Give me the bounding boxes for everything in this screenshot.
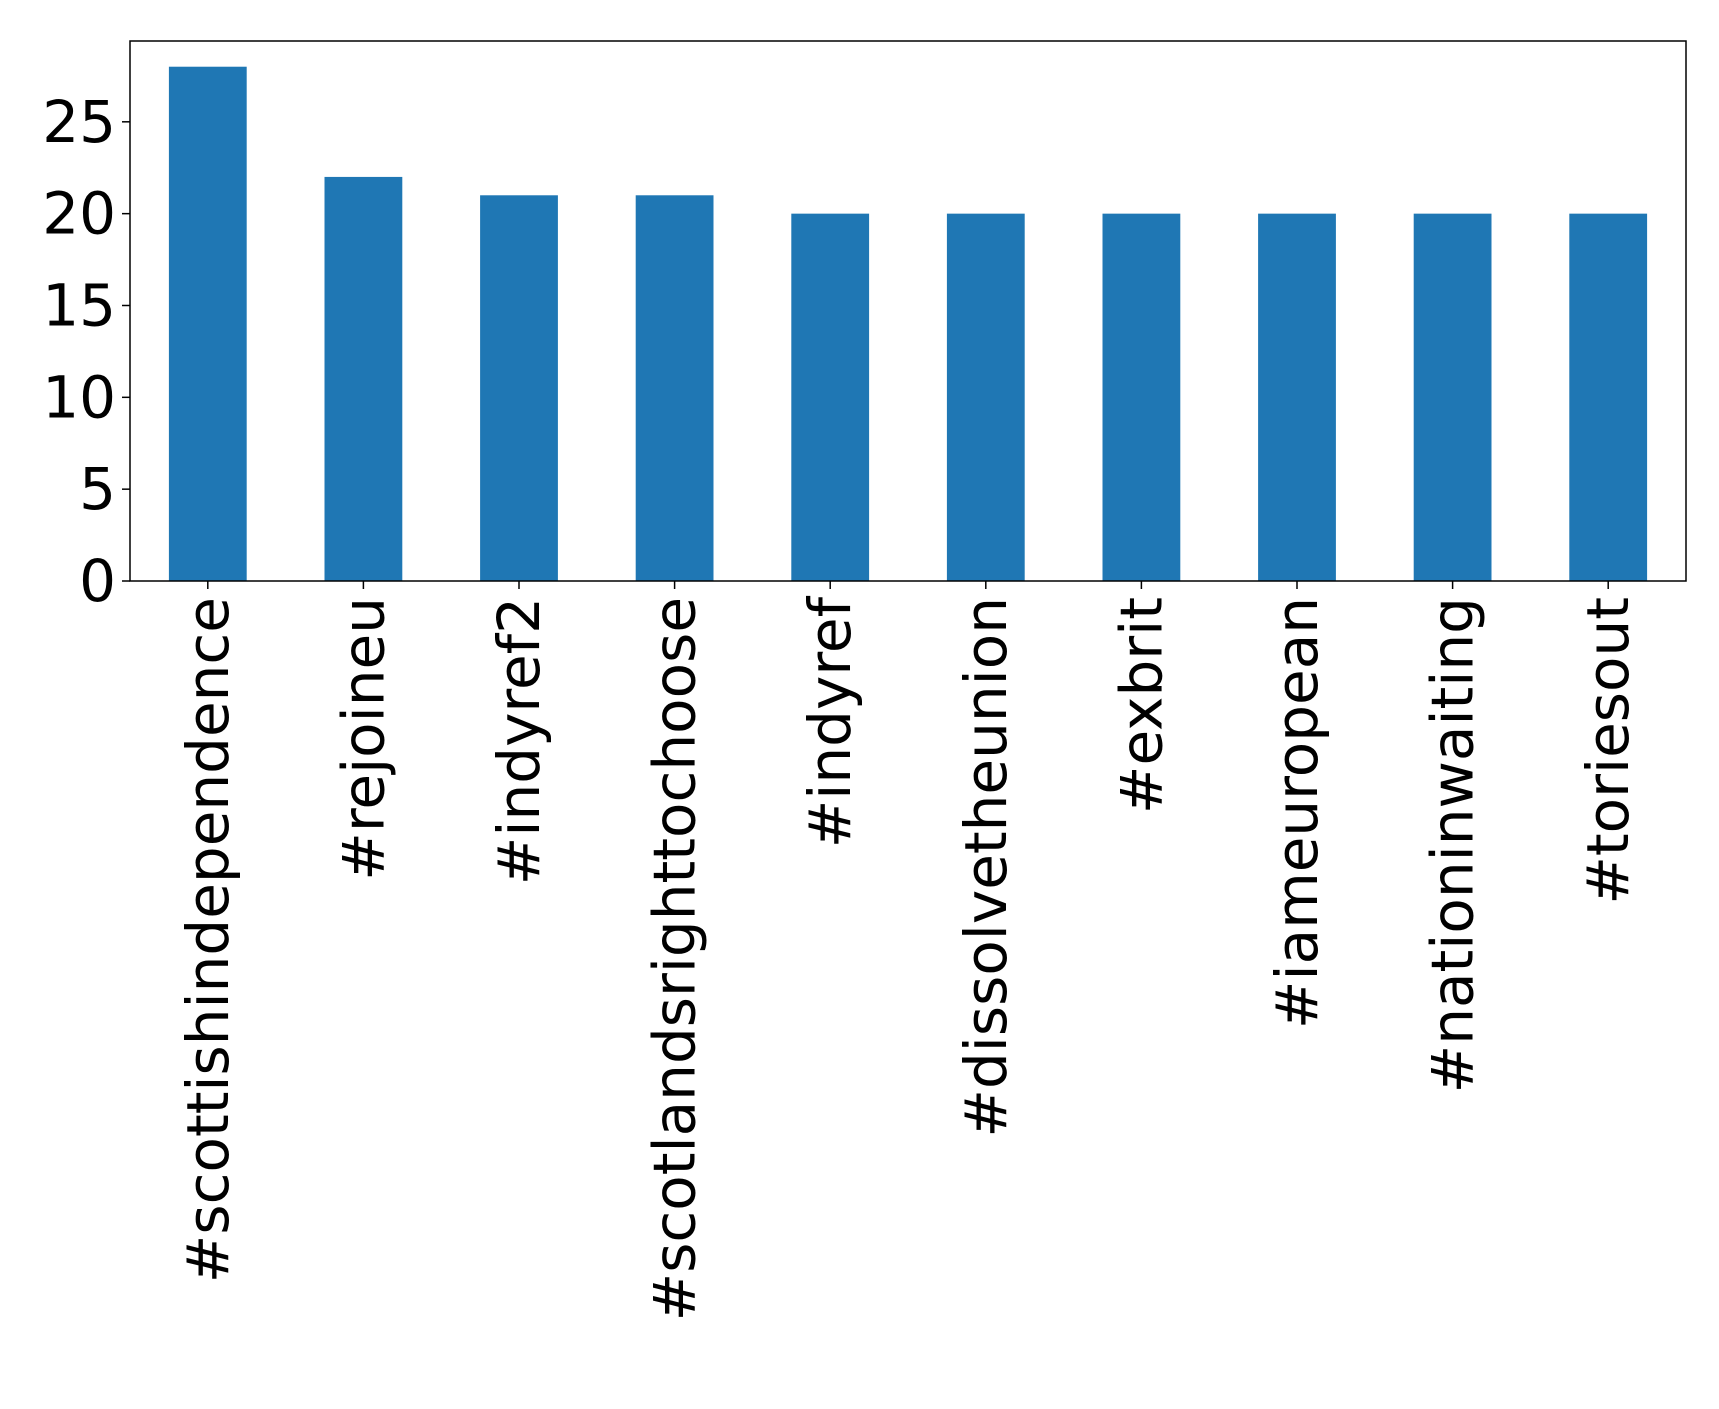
x-tick-label: #scotlandsrighttochoose — [641, 597, 709, 1321]
y-tick-label: 15 — [42, 271, 116, 339]
y-tick-label: 5 — [79, 455, 116, 523]
bars-group — [169, 67, 1647, 581]
x-tick-label: #exbrit — [1107, 597, 1175, 814]
y-tick-marks — [122, 122, 130, 581]
y-tick-label: 25 — [42, 88, 116, 156]
bar-iameuropean — [1258, 214, 1336, 581]
bar-exbrit — [1103, 214, 1181, 581]
x-tick-label: #toriesout — [1574, 597, 1642, 905]
x-tick-label: #scottishindependence — [174, 597, 242, 1283]
x-tick-label: #indyref — [796, 595, 864, 848]
bar-indyref2 — [480, 195, 558, 581]
bar-scotlandsrighttochoose — [636, 195, 714, 581]
bar-dissolvetheunion — [947, 214, 1025, 581]
bar-rejoineu — [325, 177, 403, 581]
x-tick-marks — [208, 581, 1608, 589]
y-tick-label: 10 — [42, 363, 116, 431]
x-tick-label: #iameuropean — [1263, 597, 1331, 1029]
x-tick-labels: #scottishindependence #rejoineu #indyref2 #… — [174, 595, 1642, 1321]
bar-scottishindependence — [169, 67, 247, 581]
x-tick-label: #indyref2 — [485, 597, 553, 885]
x-tick-label: #rejoineu — [329, 597, 397, 881]
y-tick-label: 0 — [79, 547, 116, 615]
bar-toriesout — [1569, 214, 1647, 581]
y-tick-labels: 0 5 10 15 20 25 — [42, 88, 116, 615]
y-tick-label: 20 — [42, 180, 116, 248]
bar-nationinwaiting — [1414, 214, 1492, 581]
x-tick-label: #nationinwaiting — [1419, 597, 1487, 1093]
bar-indyref — [791, 214, 869, 581]
x-tick-label: #dissolvetheunion — [952, 597, 1020, 1138]
